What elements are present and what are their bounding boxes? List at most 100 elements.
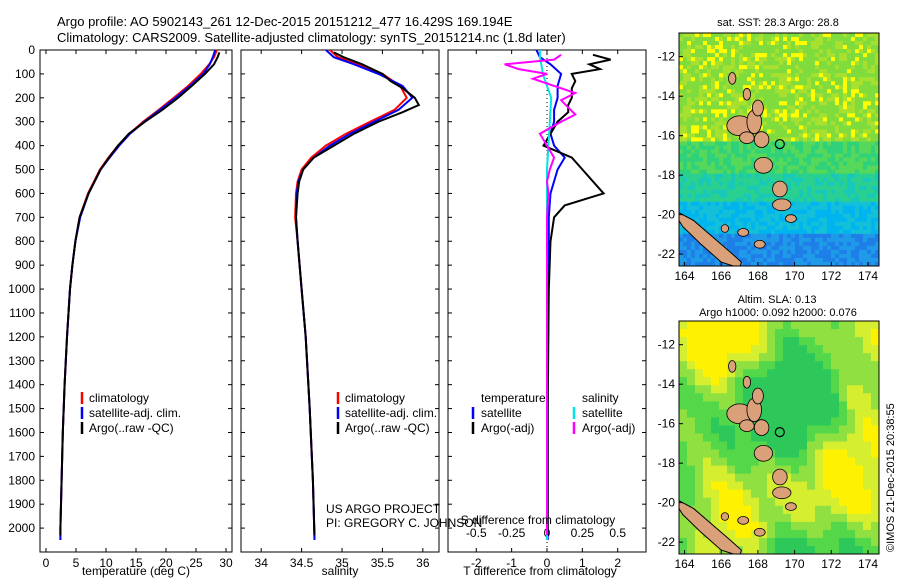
map-cell [759,497,768,507]
map-cell [723,129,728,134]
map-cell [875,209,879,215]
island-land [742,375,752,389]
map-cell [847,369,856,378]
map-cell [747,193,752,199]
map-cell [795,137,800,142]
map-cell [811,41,816,46]
map-cell [695,149,700,154]
map-cell [827,221,832,227]
map-y-tick-label: -22 [658,247,676,261]
map-cell [807,153,812,158]
x-tick-label: 5 [73,556,80,570]
map-cell [723,69,728,74]
map-cell [739,33,744,38]
map-cell [679,69,684,74]
map-cell [751,213,756,219]
map-cell [771,97,776,102]
map-cell [831,497,840,507]
map-cell [855,337,864,346]
map-cell [719,441,728,450]
map-cell [759,181,764,187]
map-cell [859,81,864,86]
map-cell [831,233,836,239]
map-cell [807,185,812,191]
map-cell [827,105,832,110]
map-cell [783,521,792,531]
map-cell [727,149,732,154]
map-cell [767,465,776,475]
map-cell [799,149,804,154]
map-cell [683,185,688,191]
map-cell [739,89,744,94]
map-cell [855,121,860,126]
map-cell [691,65,696,70]
map-cell [779,101,784,106]
map-cell [811,261,816,266]
map-cell [743,113,748,118]
map-cell [695,245,700,251]
map-cell [731,41,736,46]
map-cell [739,173,744,179]
map-cell [779,121,784,126]
map-cell [755,229,760,235]
map-cell [775,225,780,231]
map-cell [855,345,864,354]
map-cell [831,61,836,66]
map-cell [743,69,748,74]
map-cell [779,229,784,235]
map-cell [707,149,712,154]
map-cell [775,125,780,130]
map-cell [795,133,800,138]
map-cell [871,121,876,126]
map-cell [783,441,792,450]
map-y-tick-label: -20 [658,208,676,222]
map-cell [727,141,732,146]
map-cell [679,153,684,158]
map-cell [863,89,868,94]
map-cell [775,417,784,426]
map-cell [815,185,820,191]
map-cell [711,209,716,215]
legend-label-climatology: climatology [345,391,405,405]
map-cell [703,189,708,195]
map-cell [791,369,800,378]
map-cell [731,185,736,191]
map-cell [779,89,784,94]
map-cell [851,69,856,74]
map-cell [743,497,752,507]
map-cell [875,89,879,94]
island-land [772,468,788,486]
map-cell [743,169,748,175]
map-cell [835,241,840,247]
map-cell [799,257,804,263]
map-cell [687,69,692,74]
map-cell [747,61,752,66]
map-cell [719,233,724,239]
map-cell [687,177,692,183]
map-cell [867,253,872,259]
map-cell [867,209,872,215]
map-cell [867,49,872,54]
map-cell [691,73,696,78]
map-cell [815,33,820,38]
map-cell [839,257,844,263]
map-cell [683,173,688,179]
map-cell [683,245,688,251]
pi-credit: PI: GREGORY C. JOHNSON [326,516,482,530]
map-cell [811,177,816,183]
map-cell [815,345,824,354]
map-cell [871,145,876,150]
map-cell [719,41,724,46]
map-cell [867,85,872,90]
map-cell [679,237,684,243]
map-cell [695,465,704,475]
map-cell [847,77,852,82]
map-cell [775,89,780,94]
map-cell [863,425,872,434]
map-cell [811,245,816,251]
map-cell [871,513,879,523]
map-cell [751,345,760,354]
map-cell [799,177,804,183]
map-cell [823,93,828,98]
map-cell [867,217,872,223]
